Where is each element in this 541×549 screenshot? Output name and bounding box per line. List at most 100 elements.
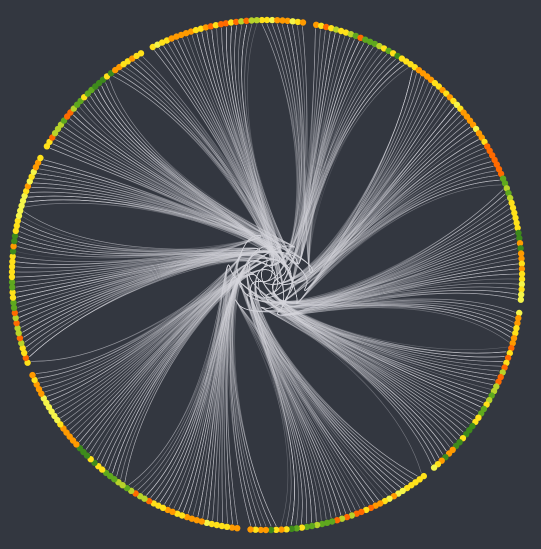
node-dot[interactable]	[503, 359, 510, 366]
node-dot[interactable]	[518, 281, 525, 288]
node-dot[interactable]	[13, 319, 20, 327]
node-dot[interactable]	[517, 250, 525, 257]
node-dot[interactable]	[348, 512, 355, 519]
node-dot[interactable]	[8, 273, 16, 281]
node-dot[interactable]	[178, 31, 185, 39]
node-dot[interactable]	[11, 237, 18, 245]
node-dot[interactable]	[17, 207, 24, 214]
node-dot[interactable]	[313, 21, 320, 28]
node-dot[interactable]	[514, 224, 521, 232]
node-dot[interactable]	[15, 329, 22, 337]
node-dot[interactable]	[24, 359, 31, 366]
node-dot[interactable]	[10, 243, 17, 250]
node-dot[interactable]	[512, 214, 519, 222]
node-dot[interactable]	[518, 291, 525, 298]
node-dot[interactable]	[289, 18, 296, 25]
node-dot[interactable]	[328, 518, 336, 525]
node-dot[interactable]	[257, 526, 264, 534]
node-dot[interactable]	[516, 309, 523, 317]
node-dot[interactable]	[217, 21, 225, 28]
node-dot[interactable]	[511, 209, 518, 217]
node-dot[interactable]	[14, 217, 21, 224]
node-dot[interactable]	[363, 506, 370, 514]
node-dot[interactable]	[347, 31, 355, 38]
node-dot[interactable]	[9, 248, 17, 255]
node-dot[interactable]	[362, 36, 369, 43]
node-dot[interactable]	[518, 260, 525, 267]
node-dot[interactable]	[274, 17, 281, 24]
node-dot[interactable]	[303, 523, 311, 531]
node-dot[interactable]	[23, 187, 30, 195]
node-dot[interactable]	[342, 29, 350, 36]
node-dot[interactable]	[263, 16, 271, 24]
node-dot[interactable]	[10, 304, 18, 311]
node-dot[interactable]	[212, 22, 220, 29]
node-dot[interactable]	[233, 18, 240, 26]
node-dot[interactable]	[188, 515, 196, 522]
node-dot[interactable]	[8, 263, 16, 270]
node-dot[interactable]	[258, 16, 266, 24]
node-dot[interactable]	[9, 289, 16, 296]
node-dot[interactable]	[333, 517, 341, 524]
node-dot[interactable]	[173, 33, 180, 40]
node-dot[interactable]	[517, 245, 524, 252]
node-dot[interactable]	[353, 510, 360, 517]
node-dot[interactable]	[19, 344, 26, 352]
node-dot[interactable]	[174, 510, 181, 517]
node-dot[interactable]	[337, 27, 345, 35]
node-dot[interactable]	[19, 197, 27, 205]
node-dot[interactable]	[227, 19, 235, 26]
node-dot[interactable]	[10, 299, 17, 306]
node-dot[interactable]	[516, 240, 524, 247]
node-dot[interactable]	[18, 339, 25, 347]
node-dot[interactable]	[512, 330, 519, 337]
node-dot[interactable]	[243, 17, 250, 24]
node-dot[interactable]	[252, 526, 259, 533]
node-dot[interactable]	[24, 183, 32, 190]
node-dot[interactable]	[183, 513, 191, 521]
node-dot[interactable]	[293, 525, 300, 532]
node-dot[interactable]	[352, 32, 359, 40]
node-dot[interactable]	[508, 199, 515, 207]
node-dot[interactable]	[513, 325, 520, 332]
node-dot[interactable]	[182, 30, 190, 37]
node-dot[interactable]	[262, 526, 270, 534]
node-dot[interactable]	[278, 526, 285, 533]
node-dot[interactable]	[308, 522, 316, 530]
node-dot[interactable]	[9, 258, 16, 265]
node-dot[interactable]	[193, 517, 200, 524]
node-dot[interactable]	[518, 270, 526, 278]
node-dot[interactable]	[518, 276, 526, 283]
node-dot[interactable]	[509, 340, 516, 347]
node-dot[interactable]	[333, 26, 340, 33]
node-dot[interactable]	[12, 227, 19, 235]
node-dot[interactable]	[505, 189, 512, 197]
node-dot[interactable]	[294, 18, 302, 26]
node-dot[interactable]	[21, 192, 28, 200]
node-dot[interactable]	[238, 18, 245, 25]
node-dot[interactable]	[508, 344, 515, 352]
node-dot[interactable]	[328, 25, 335, 32]
node-dot[interactable]	[31, 376, 38, 384]
node-dot[interactable]	[518, 255, 525, 262]
node-dot[interactable]	[506, 349, 513, 357]
node-dot[interactable]	[207, 23, 215, 30]
node-dot[interactable]	[248, 17, 255, 24]
node-dot[interactable]	[218, 522, 226, 530]
node-dot[interactable]	[318, 22, 325, 29]
node-dot[interactable]	[178, 512, 186, 519]
node-dot[interactable]	[518, 286, 525, 293]
node-dot[interactable]	[323, 519, 331, 526]
node-dot[interactable]	[501, 364, 508, 371]
node-dot[interactable]	[9, 284, 16, 291]
node-dot[interactable]	[8, 268, 16, 276]
node-dot[interactable]	[318, 520, 326, 528]
node-dot[interactable]	[15, 212, 23, 219]
node-dot[interactable]	[501, 180, 509, 187]
node-dot[interactable]	[283, 526, 290, 533]
node-dot[interactable]	[247, 526, 254, 533]
node-dot[interactable]	[506, 194, 514, 202]
node-dot[interactable]	[497, 170, 505, 178]
node-dot[interactable]	[253, 17, 260, 24]
node-dot[interactable]	[192, 26, 200, 34]
